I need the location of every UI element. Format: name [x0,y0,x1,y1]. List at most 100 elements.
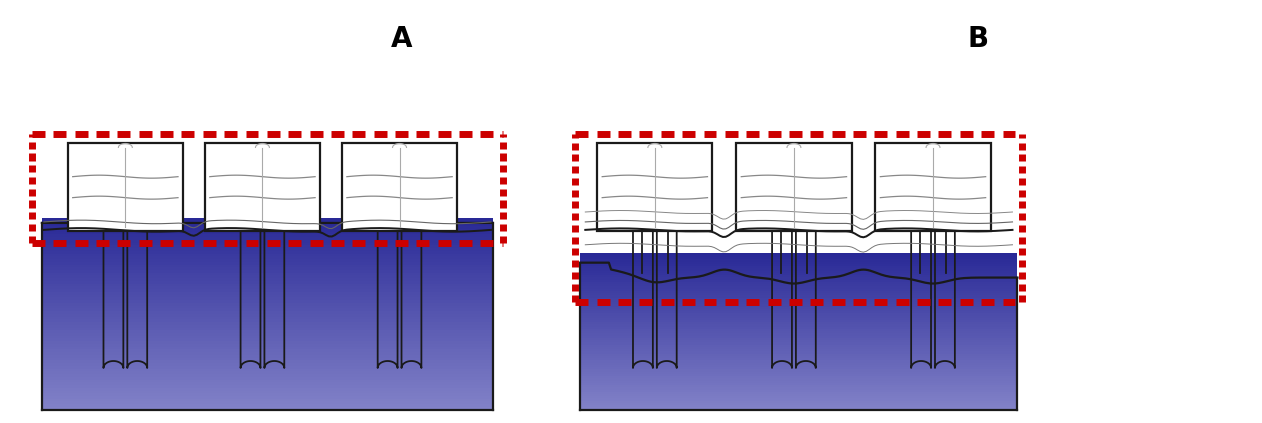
Polygon shape [42,390,493,393]
Text: A: A [391,25,413,53]
Polygon shape [42,316,492,319]
Polygon shape [42,347,492,349]
Polygon shape [42,295,492,298]
Polygon shape [42,368,493,370]
Polygon shape [42,342,492,344]
Polygon shape [42,333,493,336]
Polygon shape [876,143,991,231]
Polygon shape [581,264,1017,266]
Polygon shape [42,256,493,259]
Polygon shape [581,376,1017,378]
Polygon shape [581,374,1017,376]
Polygon shape [581,311,1017,313]
Polygon shape [42,267,492,269]
Polygon shape [581,284,1017,286]
Polygon shape [581,369,1017,371]
Polygon shape [42,269,492,272]
Polygon shape [42,229,493,232]
Polygon shape [43,235,492,237]
Polygon shape [42,405,493,407]
Polygon shape [581,356,1017,358]
Polygon shape [581,367,1017,369]
Polygon shape [42,363,493,366]
Polygon shape [42,382,493,385]
Polygon shape [42,273,493,275]
Polygon shape [581,271,1017,273]
Polygon shape [581,340,1017,343]
Polygon shape [42,278,493,281]
Polygon shape [42,319,493,322]
Polygon shape [581,288,1017,291]
Polygon shape [581,401,1017,403]
Polygon shape [42,340,492,342]
Polygon shape [42,316,493,319]
Polygon shape [42,312,492,314]
Polygon shape [42,360,493,363]
Polygon shape [42,356,492,358]
Polygon shape [581,257,1017,259]
Polygon shape [42,218,493,221]
Polygon shape [42,253,493,256]
Polygon shape [42,393,493,396]
Polygon shape [42,349,493,352]
Polygon shape [42,341,493,344]
Polygon shape [581,255,1017,257]
Polygon shape [42,366,493,368]
Polygon shape [581,333,1017,336]
Polygon shape [581,392,1017,394]
Polygon shape [42,398,493,400]
Polygon shape [42,379,493,382]
Polygon shape [42,303,493,305]
Polygon shape [581,385,1017,387]
Polygon shape [42,344,492,347]
Polygon shape [42,325,493,327]
Polygon shape [42,226,493,229]
Polygon shape [581,293,1017,295]
Polygon shape [42,400,493,403]
Polygon shape [42,389,493,391]
Polygon shape [581,295,1017,297]
Polygon shape [42,335,492,337]
Polygon shape [42,234,493,237]
Polygon shape [42,223,493,410]
Polygon shape [42,349,492,352]
Polygon shape [42,363,492,365]
Polygon shape [581,275,1017,277]
Polygon shape [581,266,1017,269]
Polygon shape [42,391,493,393]
Polygon shape [581,309,1017,311]
Polygon shape [42,344,493,347]
Polygon shape [42,401,493,404]
Polygon shape [42,365,493,368]
Polygon shape [581,349,1017,352]
Polygon shape [42,293,492,295]
Polygon shape [42,265,492,267]
Polygon shape [42,297,493,300]
Polygon shape [581,304,1017,307]
Polygon shape [42,396,493,398]
Polygon shape [581,316,1017,318]
Polygon shape [42,288,492,291]
Polygon shape [42,319,492,321]
Polygon shape [42,240,493,243]
Polygon shape [42,298,492,300]
Polygon shape [43,239,492,242]
Polygon shape [42,375,493,377]
Polygon shape [581,358,1017,360]
Polygon shape [43,228,492,230]
Polygon shape [42,255,492,258]
Polygon shape [42,355,493,358]
Polygon shape [42,221,493,223]
Polygon shape [42,336,493,338]
Polygon shape [42,295,493,297]
Polygon shape [42,352,492,354]
Polygon shape [68,143,183,231]
Polygon shape [43,244,492,246]
Polygon shape [581,253,1017,255]
Polygon shape [581,396,1017,398]
Polygon shape [42,300,493,303]
Polygon shape [42,396,493,399]
Polygon shape [42,253,492,255]
Polygon shape [581,378,1017,381]
Polygon shape [42,309,492,312]
